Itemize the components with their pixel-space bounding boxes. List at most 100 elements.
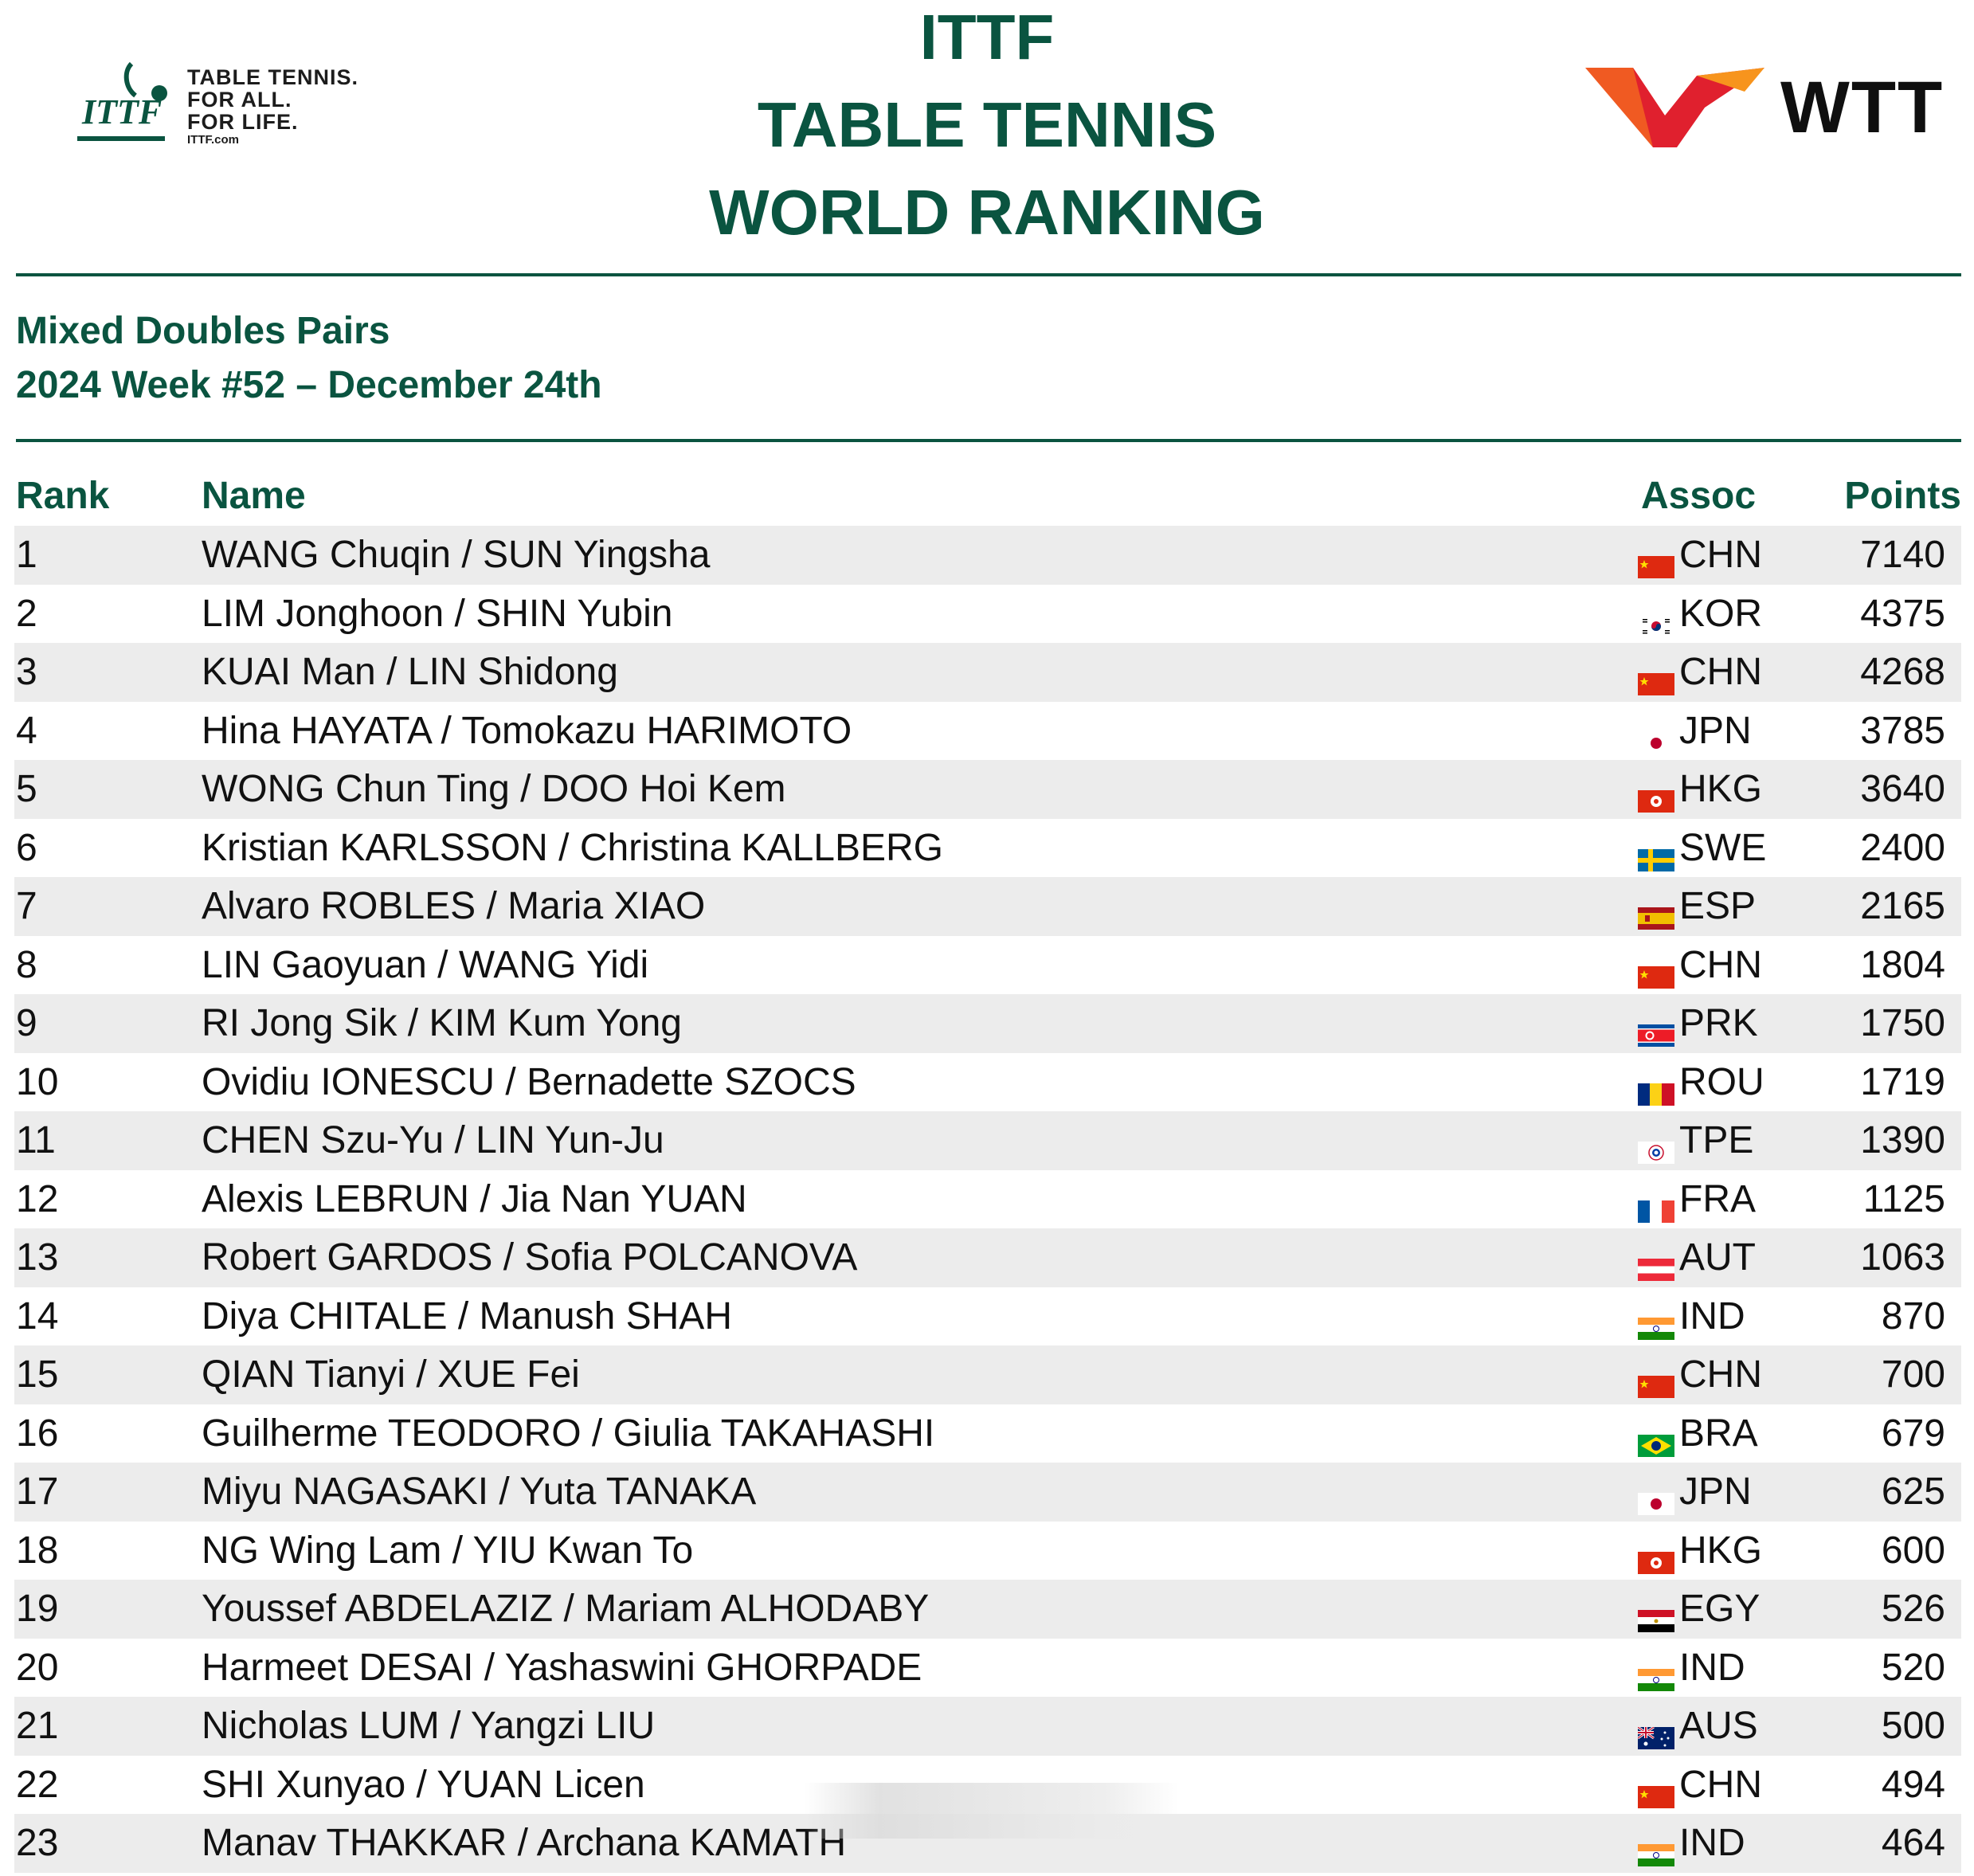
table-row: 8 LIN Gaoyuan / WANG Yidi CHN 1804: [14, 936, 1961, 995]
column-rank: Rank: [16, 475, 110, 517]
table-row: 3 KUAI Man / LIN Shidong CHN 4268: [14, 643, 1961, 702]
rank-cell: 13: [16, 1236, 59, 1279]
ittf-mark-text: ITTF: [81, 92, 162, 131]
rank-cell: 23: [16, 1822, 59, 1864]
pair-name-cell: Harmeet DESAI / Yashaswini GHORPADE: [202, 1646, 922, 1689]
pair-name-cell: QIAN Tianyi / XUE Fei: [202, 1353, 580, 1396]
points-cell: 870: [1881, 1294, 1945, 1337]
assoc-cell: FRA: [1679, 1177, 1756, 1220]
rank-cell: 3: [16, 651, 37, 693]
rank-cell: 19: [16, 1588, 59, 1630]
points-cell: 3640: [1860, 768, 1945, 810]
ittf-logo: ITTF TABLE TENNIS. FOR ALL. FOR LIFE. IT…: [76, 60, 394, 155]
table-row: 2 LIM Jonghoon / SHIN Yubin KOR 4375: [14, 585, 1961, 644]
points-cell: 1804: [1860, 943, 1945, 986]
page-title: ITTF TABLE TENNIS WORLD RANKING: [0, 0, 1974, 257]
pair-name-cell: Youssef ABDELAZIZ / Mariam ALHODABY: [202, 1588, 930, 1630]
pair-name-cell: NG Wing Lam / YIU Kwan To: [202, 1529, 694, 1572]
ittf-paddle-icon: ITTF: [77, 61, 167, 141]
table-row: 6 Kristian KARLSSON / Christina KALLBERG S…: [14, 819, 1961, 878]
pair-name-cell: RI Jong Sik / KIM Kum Yong: [202, 1002, 682, 1044]
table-row: 9 RI Jong Sik / KIM Kum Yong PRK 1750: [14, 994, 1961, 1053]
flag-jpn-icon: [1638, 1481, 1674, 1515]
flag-aus-icon: [1637, 1715, 1674, 1749]
flag-chn-icon: [1638, 661, 1674, 695]
column-points: Points: [1844, 475, 1961, 517]
table-header: Rank Name Assoc Points: [0, 468, 1974, 524]
assoc-cell: AUS: [1679, 1705, 1758, 1747]
table-row: 13 Robert GARDOS / Sofia POLCANOVA AUT 1063: [14, 1228, 1961, 1287]
flag-ind-icon: [1638, 1832, 1674, 1866]
assoc-cell: IND: [1679, 1294, 1745, 1337]
divider: [16, 439, 1961, 442]
pair-name-cell: CHEN Szu-Yu / LIN Yun-Ju: [202, 1119, 664, 1161]
flag-ind-icon: [1638, 1306, 1674, 1340]
table-row: 4 Hina HAYATA / Tomokazu HARIMOTO JPN 3785: [14, 702, 1961, 761]
table-row: 12 Alexis LEBRUN / Jia Nan YUAN FRA 1125: [14, 1170, 1961, 1229]
category-title: Mixed Doubles Pairs: [16, 310, 390, 352]
ittf-tagline: TABLE TENNIS. FOR ALL. FOR LIFE. ITTF.co…: [187, 66, 358, 147]
assoc-cell: JPN: [1679, 1471, 1752, 1513]
pair-name-cell: Kristian KARLSSON / Christina KALLBERG: [202, 826, 944, 869]
assoc-cell: HKG: [1679, 768, 1763, 810]
flag-fra-icon: [1638, 1189, 1674, 1223]
assoc-cell: ESP: [1679, 885, 1757, 927]
points-cell: 1063: [1860, 1236, 1945, 1279]
column-name: Name: [202, 475, 306, 517]
assoc-cell: JPN: [1679, 709, 1752, 752]
pair-name-cell: Nicholas LUM / Yangzi LIU: [202, 1705, 656, 1747]
ittf-tagline-line: FOR ALL.: [187, 88, 292, 112]
assoc-cell: PRK: [1679, 1002, 1758, 1044]
rank-cell: 6: [16, 826, 37, 869]
rank-cell: 22: [16, 1763, 59, 1806]
points-cell: 1719: [1860, 1060, 1945, 1103]
points-cell: 4375: [1860, 592, 1945, 635]
flag-ind-icon: [1638, 1657, 1674, 1691]
pair-name-cell: Manav THAKKAR / Archana KAMATH: [202, 1822, 847, 1864]
rank-cell: 10: [16, 1060, 59, 1103]
rank-cell: 18: [16, 1529, 59, 1572]
flag-hkg-icon: [1638, 1540, 1674, 1574]
points-cell: 494: [1881, 1763, 1945, 1806]
rank-cell: 12: [16, 1177, 59, 1220]
points-cell: 2165: [1860, 885, 1945, 927]
pair-name-cell: WONG Chun Ting / DOO Hoi Kem: [202, 768, 786, 810]
pair-name-cell: Miyu NAGASAKI / Yuta TANAKA: [202, 1471, 757, 1513]
assoc-cell: SWE: [1679, 826, 1767, 869]
flag-chn-icon: [1638, 544, 1674, 578]
points-cell: 679: [1881, 1412, 1945, 1455]
table-row: 18 NG Wing Lam / YIU Kwan To HKG 600: [14, 1522, 1961, 1580]
points-cell: 7140: [1860, 534, 1945, 576]
rank-cell: 17: [16, 1471, 59, 1513]
pair-name-cell: KUAI Man / LIN Shidong: [202, 651, 618, 693]
points-cell: 520: [1881, 1646, 1945, 1689]
points-cell: 464: [1881, 1822, 1945, 1864]
pair-name-cell: Ovidiu IONESCU / Bernadette SZOCS: [202, 1060, 856, 1103]
pair-name-cell: Alvaro ROBLES / Maria XIAO: [202, 885, 706, 927]
assoc-cell: IND: [1679, 1822, 1745, 1864]
table-row: 14 Diya CHITALE / Manush SHAH IND 870: [14, 1287, 1961, 1346]
rank-cell: 21: [16, 1705, 59, 1747]
flag-swe-icon: [1638, 837, 1674, 871]
table-row: 5 WONG Chun Ting / DOO Hoi Kem HKG 3640: [14, 760, 1961, 819]
pair-name-cell: Hina HAYATA / Tomokazu HARIMOTO: [202, 709, 852, 752]
assoc-cell: EGY: [1679, 1588, 1761, 1630]
assoc-cell: CHN: [1679, 534, 1762, 576]
table-row: 1 WANG Chuqin / SUN Yingsha CHN 7140: [14, 526, 1961, 585]
column-assoc: Assoc: [1641, 475, 1757, 517]
pair-name-cell: SHI Xunyao / YUAN Licen: [202, 1763, 645, 1806]
points-cell: 600: [1881, 1529, 1945, 1572]
wtt-wordmark: WTT: [1780, 67, 1945, 148]
wtt-logo: WTT: [1585, 60, 1960, 155]
points-cell: 3785: [1860, 709, 1945, 752]
flag-chn-icon: [1638, 1774, 1674, 1808]
assoc-cell: AUT: [1679, 1236, 1756, 1279]
points-cell: 500: [1881, 1705, 1945, 1747]
rank-cell: 9: [16, 1002, 37, 1044]
flag-prk-icon: [1638, 1012, 1674, 1047]
points-cell: 1750: [1860, 1002, 1945, 1044]
points-cell: 2400: [1860, 826, 1945, 869]
flag-bra-icon: [1638, 1423, 1674, 1457]
rank-cell: 20: [16, 1646, 59, 1689]
rank-cell: 11: [16, 1119, 56, 1161]
